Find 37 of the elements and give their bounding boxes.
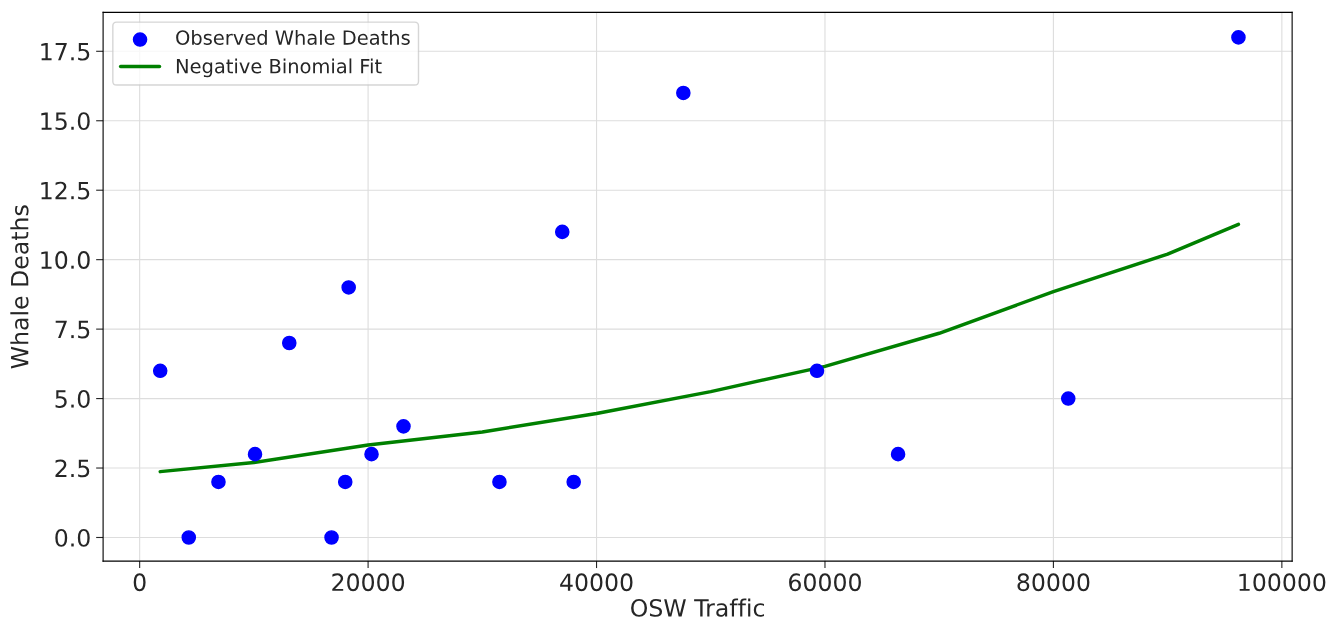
- x-axis-title: OSW Traffic: [631, 598, 765, 617]
- x-tick-label: 20000: [332, 573, 405, 592]
- y-tick-label: 10.0: [41, 251, 90, 269]
- y-axis-title: Whale Deaths: [10, 205, 29, 369]
- point: [1231, 30, 1246, 45]
- line-series: [158, 222, 1241, 474]
- y-tick-label: 5.0: [55, 390, 90, 408]
- point: [181, 530, 197, 545]
- point: [211, 474, 226, 490]
- y-tick-label: 17.5: [41, 43, 90, 61]
- x-tick-label: 60000: [789, 573, 861, 592]
- y-tick-label: 15.0: [41, 112, 90, 131]
- point: [809, 363, 825, 379]
- point: [1060, 391, 1076, 406]
- point: [247, 446, 263, 462]
- x-tick-label: 40000: [560, 573, 633, 592]
- y-tick-label: 2.5: [55, 459, 90, 478]
- point: [364, 446, 379, 462]
- y-tick-label: 7.5: [55, 320, 90, 339]
- x-tick-label: 100000: [1239, 573, 1326, 592]
- y-tick-label: 0.0: [55, 528, 90, 547]
- point: [396, 419, 411, 434]
- x-tick-label: 80000: [1017, 573, 1090, 592]
- point: [554, 224, 570, 240]
- point: [890, 446, 906, 462]
- legend-label: Observed Whale Deaths: [176, 29, 410, 45]
- point: [566, 474, 581, 490]
- point: [341, 280, 356, 295]
- point: [324, 530, 339, 545]
- x-tick-label: 0: [133, 573, 146, 592]
- legend-label: Negative Binomial Fit: [176, 58, 382, 78]
- point: [337, 474, 353, 490]
- point: [676, 85, 691, 101]
- y-tick-label: 12.5: [41, 181, 90, 200]
- point: [152, 363, 168, 379]
- point: [492, 474, 507, 490]
- point: [281, 335, 297, 351]
